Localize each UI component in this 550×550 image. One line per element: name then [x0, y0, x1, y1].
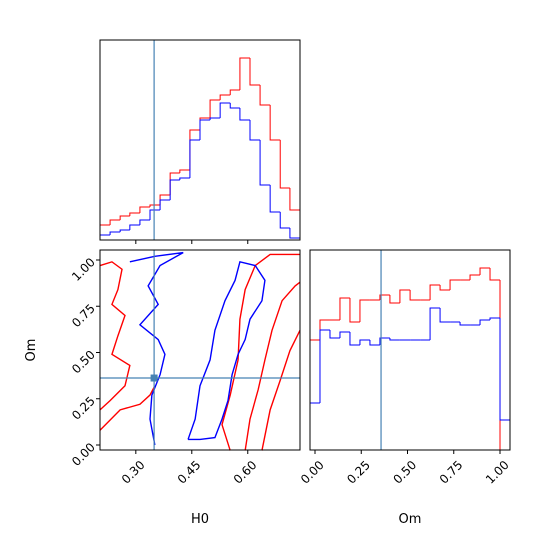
histogram-step	[149, 204, 161, 207]
histogram-step	[209, 117, 221, 120]
histogram-step	[389, 338, 400, 341]
histogram-step	[109, 231, 121, 235]
histogram-step	[169, 172, 180, 195]
x-tick-label: 0.60	[231, 458, 260, 487]
histogram-step	[129, 224, 140, 230]
histogram-step	[189, 139, 200, 178]
histogram-step	[219, 94, 231, 100]
histogram-step	[99, 234, 111, 240]
histogram-step	[309, 339, 320, 450]
histogram-step	[259, 140, 271, 186]
histogram-step	[339, 297, 350, 320]
histogram-step	[119, 215, 130, 220]
histogram-step	[279, 212, 290, 229]
y-tick-label: 0.00	[69, 440, 98, 469]
histogram-step	[259, 85, 271, 106]
y-tick-label: 1.00	[69, 255, 98, 284]
truth-marker	[150, 374, 158, 382]
histogram-step	[479, 267, 491, 275]
histogram-step	[139, 206, 150, 213]
histogram-step	[99, 224, 111, 240]
x-tick-label: 0.50	[390, 458, 419, 487]
y-tick-label: 0.75	[69, 301, 98, 330]
histogram-step	[329, 330, 340, 339]
histogram-step	[219, 102, 231, 118]
axes-frame	[99, 249, 301, 451]
histogram-step	[229, 89, 240, 95]
x-tick-label: 0.30	[119, 458, 148, 487]
histogram-step	[169, 179, 180, 200]
histogram-step	[249, 120, 261, 141]
histogram-step	[499, 318, 511, 450]
axes-frame	[99, 39, 301, 241]
histogram-step	[239, 108, 250, 121]
histogram-step	[429, 307, 441, 340]
histogram-step	[319, 329, 330, 403]
histogram-step	[109, 219, 121, 225]
histogram-step	[139, 219, 150, 225]
histogram-step	[409, 290, 421, 301]
x-axis-label: Om	[399, 512, 422, 527]
x-tick-label: 0.75	[437, 458, 466, 487]
axes-frame	[309, 249, 511, 451]
histogram-step	[269, 185, 281, 213]
histogram-step	[229, 103, 240, 109]
histogram-step	[459, 322, 471, 326]
histogram-step	[239, 57, 250, 90]
histogram-step	[369, 340, 380, 346]
contour-line	[187, 260, 266, 441]
histogram-step	[439, 308, 451, 323]
histogram-step	[129, 212, 140, 216]
histogram-step	[279, 140, 290, 189]
contour-line	[99, 261, 131, 411]
histogram-step	[449, 279, 461, 290]
histogram-step	[189, 129, 200, 170]
x-axis-label: H0	[191, 512, 209, 527]
x-tick-label: 0.45	[175, 458, 204, 487]
histogram-step	[289, 188, 301, 240]
histogram-step	[199, 119, 211, 140]
histogram-step	[309, 402, 320, 450]
histogram-step	[469, 274, 481, 280]
histogram-step	[359, 339, 370, 345]
y-axis-label: Om	[24, 339, 39, 362]
histogram-step	[379, 294, 390, 300]
contour-line	[99, 385, 156, 431]
histogram-step	[359, 299, 370, 322]
contour-line	[261, 329, 301, 451]
x-tick-label: 1.00	[483, 458, 512, 487]
x-tick-label: 0.00	[298, 458, 327, 487]
contour-line	[244, 281, 301, 451]
histogram-step	[339, 331, 350, 338]
contour-line	[221, 253, 300, 451]
histogram-step	[249, 58, 261, 86]
histogram-step	[209, 99, 221, 118]
histogram-step	[179, 177, 190, 180]
histogram-step	[479, 319, 491, 325]
histogram-step	[439, 285, 451, 291]
histogram-step	[349, 298, 360, 323]
histogram-step	[289, 228, 301, 240]
x-tick-label: 0.25	[344, 458, 373, 487]
histogram-step	[429, 284, 441, 300]
contour-line	[129, 251, 184, 446]
histogram-step	[149, 209, 161, 220]
histogram-step	[179, 169, 190, 173]
histogram-step	[379, 337, 390, 345]
y-tick-label: 0.50	[69, 348, 98, 377]
histogram-step	[159, 199, 171, 210]
y-tick-label: 0.25	[69, 394, 98, 423]
histogram-step	[489, 317, 501, 320]
histogram-step	[389, 295, 400, 304]
histogram-step	[489, 268, 501, 281]
histogram-step	[499, 280, 510, 451]
histogram-step	[349, 332, 360, 346]
histogram-step	[399, 289, 411, 303]
histogram-step	[119, 229, 130, 232]
histogram-step	[269, 105, 281, 141]
